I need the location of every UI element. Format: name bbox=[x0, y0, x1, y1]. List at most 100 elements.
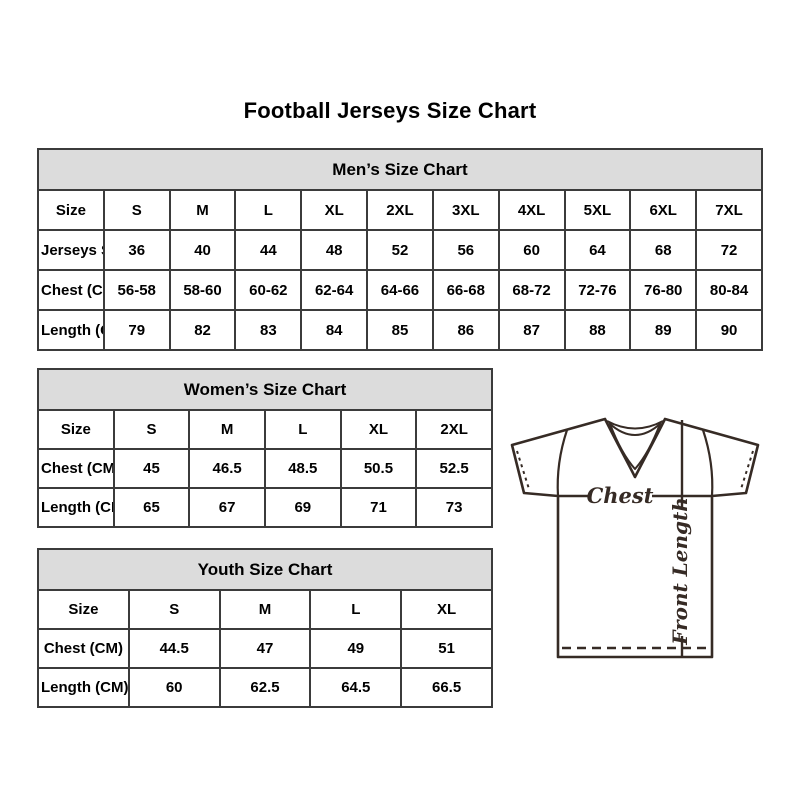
value-cell: 72-76 bbox=[563, 269, 632, 311]
table-title-row: Youth Size Chart bbox=[37, 548, 493, 591]
jersey-outline-shape bbox=[510, 417, 760, 659]
youth-size-table: Youth Size Chart Size S M L XL Chest (CM) 44.5 4… bbox=[37, 548, 493, 708]
value-cell: 46.5 bbox=[188, 448, 266, 489]
value-cell: 51 bbox=[400, 628, 493, 669]
value-cell: 60-62 bbox=[234, 269, 303, 311]
table-row: Jerseys Size36404448525660646872 bbox=[37, 229, 763, 271]
header-cell: L bbox=[309, 589, 403, 630]
value-cell: 84 bbox=[300, 309, 369, 351]
header-cell: Jerseys Size bbox=[37, 229, 105, 271]
header-cell: S bbox=[127, 589, 221, 630]
value-cell: 60 bbox=[497, 229, 566, 271]
front-length-label: Front Length bbox=[668, 497, 692, 646]
table-title-row: Men’s Size Chart bbox=[37, 148, 763, 191]
collar-arc-upper bbox=[606, 420, 664, 430]
header-cell: L bbox=[234, 189, 303, 231]
collar-inner-v bbox=[609, 423, 661, 470]
table-row: Length (CM) 60 62.5 64.5 66.5 bbox=[37, 667, 493, 708]
header-cell: Size bbox=[37, 409, 115, 450]
value-cell: 89 bbox=[629, 309, 698, 351]
value-cell: 73 bbox=[415, 487, 493, 528]
value-cell: 67 bbox=[188, 487, 266, 528]
value-cell: 45 bbox=[112, 448, 191, 489]
table-title-row: Women’s Size Chart bbox=[37, 368, 493, 411]
value-cell: 69 bbox=[263, 487, 342, 528]
header-cell: Chest (CM) bbox=[37, 269, 105, 311]
jersey-measurement-diagram: Chest Front Length bbox=[510, 417, 760, 659]
value-cell: 88 bbox=[563, 309, 632, 351]
header-cell: M bbox=[188, 409, 266, 450]
page-title: Football Jerseys Size Chart bbox=[243, 98, 537, 123]
header-cell: 7XL bbox=[695, 189, 763, 231]
value-cell: 65 bbox=[112, 487, 191, 528]
womens-size-table: Women’s Size Chart Size S M L XL 2XL Chest (CM)… bbox=[37, 368, 493, 528]
table-row: Chest (CM) 44.5 47 49 51 bbox=[37, 628, 493, 669]
value-cell: 50.5 bbox=[339, 448, 418, 489]
value-cell: 64.5 bbox=[309, 667, 403, 708]
value-cell: 76-80 bbox=[629, 269, 698, 311]
value-cell: 47 bbox=[218, 628, 312, 669]
value-cell: 56-58 bbox=[102, 269, 171, 311]
header-cell: Chest (CM) bbox=[37, 628, 130, 669]
value-cell: 44 bbox=[234, 229, 303, 271]
value-cell: 44.5 bbox=[127, 628, 221, 669]
header-cell: S bbox=[102, 189, 171, 231]
value-cell: 48.5 bbox=[263, 448, 342, 489]
left-sleeve-seam bbox=[556, 429, 569, 497]
value-cell: 64 bbox=[563, 229, 632, 271]
value-cell: 48 bbox=[300, 229, 369, 271]
header-cell: 3XL bbox=[431, 189, 500, 231]
header-cell: 2XL bbox=[415, 409, 493, 450]
value-cell: 86 bbox=[431, 309, 500, 351]
header-cell: 2XL bbox=[366, 189, 434, 231]
table-row: Chest (CM)56-5858-6060-6262-6464-6666-68… bbox=[37, 269, 763, 311]
table-row: Size S M L XL 2XL bbox=[37, 409, 493, 450]
value-cell: 68 bbox=[629, 229, 698, 271]
value-cell: 36 bbox=[102, 229, 171, 271]
header-cell: 4XL bbox=[497, 189, 566, 231]
header-cell: M bbox=[168, 189, 237, 231]
value-cell: 62.5 bbox=[218, 667, 312, 708]
value-cell: 71 bbox=[339, 487, 418, 528]
header-cell: Size bbox=[37, 589, 130, 630]
value-cell: 80-84 bbox=[695, 269, 763, 311]
header-cell: Length (CM) bbox=[37, 667, 130, 708]
value-cell: 83 bbox=[234, 309, 303, 351]
value-cell: 62-64 bbox=[300, 269, 369, 311]
value-cell: 60 bbox=[127, 667, 221, 708]
value-cell: 66-68 bbox=[431, 269, 500, 311]
header-cell: Chest (CM) bbox=[37, 448, 115, 489]
header-cell: XL bbox=[300, 189, 369, 231]
value-cell: 87 bbox=[497, 309, 566, 351]
value-cell: 72 bbox=[695, 229, 763, 271]
header-cell: Size bbox=[37, 189, 105, 231]
table-row: Size S M L XL 2XL 3XL 4XL 5XL 6XL 7XL bbox=[37, 189, 763, 231]
value-cell: 64-66 bbox=[366, 269, 434, 311]
header-cell: XL bbox=[400, 589, 493, 630]
value-cell: 79 bbox=[102, 309, 171, 351]
value-cell: 68-72 bbox=[497, 269, 566, 311]
chest-label: Chest bbox=[587, 483, 654, 508]
table-row: Chest (CM) 45 46.5 48.5 50.5 52.5 bbox=[37, 448, 493, 489]
table-title: Men’s Size Chart bbox=[37, 148, 763, 191]
value-cell: 58-60 bbox=[168, 269, 237, 311]
header-cell: 6XL bbox=[629, 189, 698, 231]
table-row: Size S M L XL bbox=[37, 589, 493, 630]
value-cell: 52.5 bbox=[415, 448, 493, 489]
collar-arc-lower bbox=[608, 422, 662, 436]
header-cell: Length (CM) bbox=[37, 487, 115, 528]
value-cell: 52 bbox=[366, 229, 434, 271]
right-sleeve-seam bbox=[701, 429, 714, 497]
value-cell: 85 bbox=[366, 309, 434, 351]
value-cell: 49 bbox=[309, 628, 403, 669]
header-cell: XL bbox=[339, 409, 418, 450]
table-title: Youth Size Chart bbox=[37, 548, 493, 591]
mens-size-table: Men’s Size Chart Size S M L XL 2XL 3XL 4XL 5XL 6XL… bbox=[37, 148, 763, 351]
header-cell: 5XL bbox=[563, 189, 632, 231]
value-cell: 40 bbox=[168, 229, 237, 271]
value-cell: 82 bbox=[168, 309, 237, 351]
header-cell: S bbox=[112, 409, 191, 450]
